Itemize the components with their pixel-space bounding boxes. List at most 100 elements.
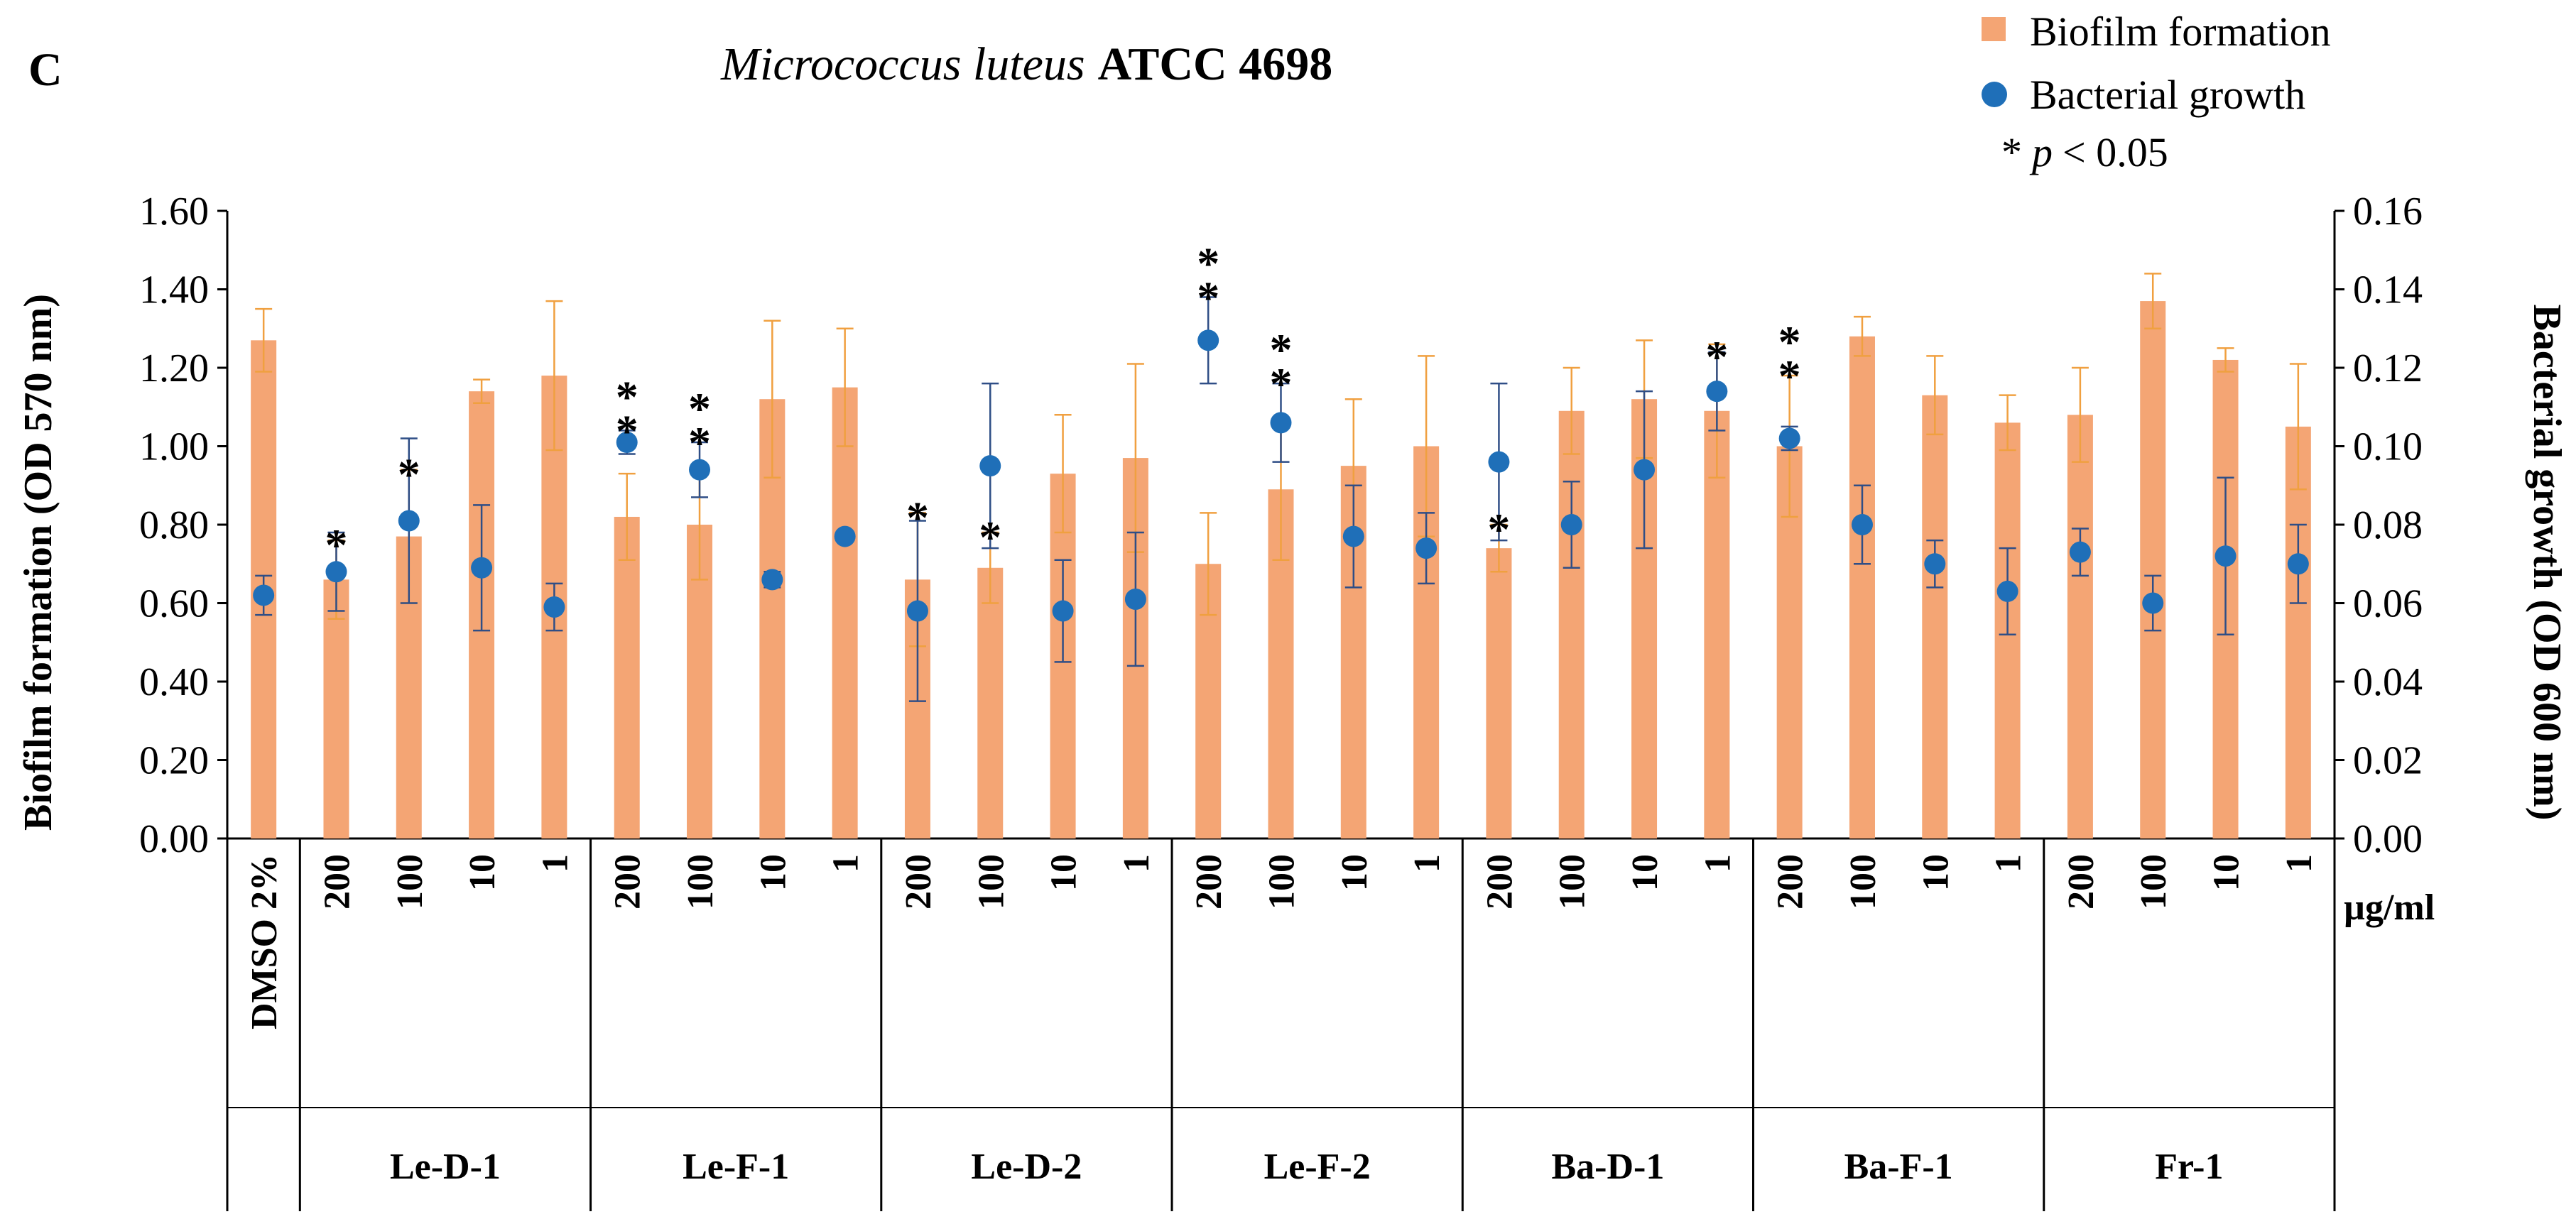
category-label: 1 <box>1989 854 2029 873</box>
significance-star-biofilm: * <box>979 512 1001 562</box>
point-growth <box>543 596 565 618</box>
legend-sig-p: p <box>2029 129 2053 175</box>
legend: Biofilm formation Bacterial growth * p < 0… <box>1982 9 2331 175</box>
y-axis-right-label: Bacterial growth (OD 600 nm) <box>2525 305 2569 821</box>
point-growth <box>253 584 275 606</box>
legend-biofilm-swatch <box>1982 17 2006 41</box>
y-tick-left-label: 0.60 <box>139 582 209 626</box>
y-tick-left-label: 0.20 <box>139 739 209 783</box>
point-growth <box>1197 329 1219 351</box>
y-tick-right-label: 0.16 <box>2353 190 2423 234</box>
title-strain: ATCC 4698 <box>1098 38 1333 90</box>
point-growth <box>1342 525 1364 547</box>
category-label: 10 <box>753 854 793 891</box>
category-label: 1 <box>1407 854 1447 873</box>
point-growth <box>1634 459 1656 481</box>
bar-biofilm <box>832 387 858 838</box>
legend-significance: * p < 0.05 <box>2001 129 2168 175</box>
category-label: 100 <box>1553 854 1593 909</box>
category-label: 10 <box>462 854 503 891</box>
y-tick-left-label: 0.40 <box>139 660 209 704</box>
category-label: 1 <box>1697 854 1738 873</box>
y-tick-left-label: 0.80 <box>139 503 209 547</box>
category-label: 10 <box>2207 854 2247 891</box>
legend-growth-label: Bacterial growth <box>2030 72 2305 118</box>
category-label: 10 <box>1625 854 1665 891</box>
category-label: 1 <box>826 854 866 873</box>
group-label: Ba-F-1 <box>1844 1147 1953 1187</box>
point-growth <box>398 510 420 532</box>
legend-sig-star: * <box>2001 129 2022 175</box>
legend-biofilm-label: Biofilm formation <box>2030 9 2331 55</box>
significance-star-biofilm: * <box>906 492 929 542</box>
group-label: Le-F-2 <box>1264 1147 1371 1187</box>
significance-star-biofilm: * <box>1487 504 1510 554</box>
significance-star-growth: * <box>1270 324 1293 375</box>
category-label: 100 <box>680 854 721 909</box>
unit-label: µg/ml <box>2344 887 2435 928</box>
point-growth <box>834 525 856 547</box>
group-label: Fr-1 <box>2155 1147 2223 1187</box>
category-label: 1 <box>2279 854 2320 873</box>
significance-star-biofilm: * <box>688 417 711 468</box>
bar-biofilm <box>323 579 349 838</box>
y-tick-left-label: 1.20 <box>139 346 209 390</box>
bar-biofilm <box>1704 410 1730 838</box>
bar-biofilm <box>1558 410 1585 838</box>
category-label: 200 <box>2061 854 2102 909</box>
category-label: 200 <box>1771 854 1811 909</box>
point-growth <box>1415 537 1438 559</box>
group-label: Le-F-1 <box>683 1147 789 1187</box>
category-label: 10 <box>1915 854 1956 891</box>
chart-title: Micrococcus luteus ATCC 4698 <box>720 38 1332 90</box>
y-tick-right-label: 0.02 <box>2353 739 2423 783</box>
category-label: 10 <box>1044 854 1085 891</box>
category-label: 1 <box>535 854 575 873</box>
point-growth <box>2069 541 2091 563</box>
panel-label: C <box>28 44 63 96</box>
category-label: 200 <box>898 854 939 909</box>
legend-growth-marker <box>1982 82 2007 107</box>
group-label: Le-D-1 <box>390 1147 501 1187</box>
y-tick-right-label: 0.10 <box>2353 425 2423 469</box>
significance-star-biofilm: * <box>1270 359 1293 409</box>
category-label-control: DMSO 2% <box>244 854 285 1029</box>
category-label: 100 <box>1843 854 1884 909</box>
category-label: 100 <box>390 854 430 909</box>
point-growth <box>761 569 783 591</box>
point-growth <box>2287 553 2309 575</box>
y-tick-left-label: 0.00 <box>139 817 209 861</box>
point-growth <box>689 459 711 481</box>
category-label: 1 <box>1116 854 1157 873</box>
significance-star-biofilm: * <box>325 520 347 570</box>
y-tick-right-label: 0.14 <box>2353 268 2423 312</box>
point-growth <box>1488 451 1510 473</box>
bar-biofilm <box>1486 548 1512 838</box>
significance-star-growth: * <box>616 371 638 422</box>
bar-biofilm <box>1849 336 1875 838</box>
y-tick-right-label: 0.08 <box>2353 503 2423 547</box>
y-tick-left-label: 1.00 <box>139 425 209 469</box>
y-tick-left-label: 1.40 <box>139 268 209 312</box>
category-label: 200 <box>317 854 357 909</box>
point-growth <box>471 557 493 579</box>
point-growth <box>1124 588 1146 610</box>
significance-star-biofilm: * <box>616 405 638 456</box>
point-growth <box>1778 427 1800 449</box>
significance-star-growth: * <box>1705 332 1728 382</box>
significance-star-biofilm: * <box>1778 351 1801 401</box>
point-growth <box>1052 600 1074 622</box>
bar-biofilm <box>2285 426 2311 838</box>
group-label: Le-D-2 <box>971 1147 1082 1187</box>
point-growth <box>616 431 638 453</box>
point-growth <box>1706 381 1728 403</box>
title-organism: Micrococcus luteus <box>720 38 1085 90</box>
point-growth <box>1851 514 1873 535</box>
point-growth <box>2214 545 2237 567</box>
y-tick-right-label: 0.06 <box>2353 582 2423 626</box>
significance-star-biofilm: * <box>398 449 420 500</box>
significance-star-growth: * <box>1197 239 1219 289</box>
y-tick-right-label: 0.12 <box>2353 346 2423 390</box>
y-tick-left-label: 1.60 <box>139 190 209 234</box>
bar-biofilm <box>1922 395 1948 838</box>
